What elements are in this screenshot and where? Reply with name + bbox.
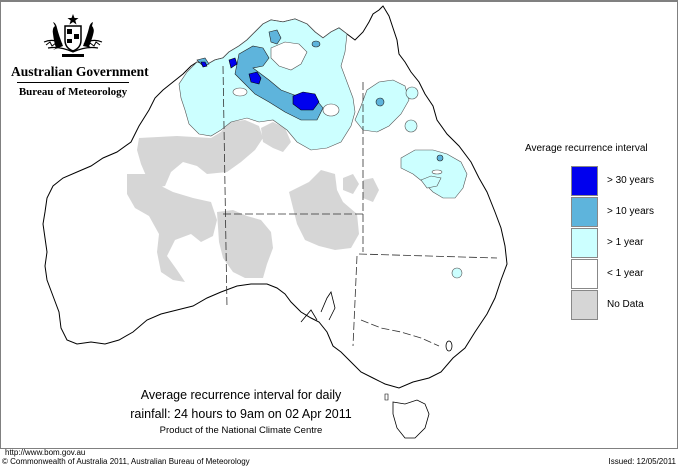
government-name: Australian Government <box>11 64 149 79</box>
copyright-notice: © Commonwealth of Australia 2011, Austra… <box>2 457 250 466</box>
bom-url-link[interactable]: http://www.bom.gov.au <box>5 448 86 457</box>
legend-swatch-over-30-years <box>571 166 598 196</box>
map-title-line-1: Average recurrence interval for daily <box>140 388 342 402</box>
legend-label: > 30 years <box>607 175 654 186</box>
legend-label: < 1 year <box>607 268 644 279</box>
bureau-name: Bureau of Meteorology <box>18 86 128 98</box>
australia-rainfall-map <box>42 5 508 439</box>
king-island <box>384 393 389 401</box>
tasmania <box>392 399 430 439</box>
no-data-regions <box>127 120 379 282</box>
issued-date: Issued: 12/05/2011 <box>608 457 676 466</box>
legend-swatch-no-data <box>571 290 598 320</box>
legend-swatch-over-10-years <box>571 197 598 227</box>
logo-divider <box>17 82 129 83</box>
under-1-year-holes <box>232 41 443 175</box>
coast-details <box>300 291 453 352</box>
legend-label: No Data <box>607 299 644 310</box>
state-borders <box>222 65 498 347</box>
legend-swatch-under-1-year <box>571 259 598 289</box>
over-30-years-regions <box>200 57 320 111</box>
map-title-line-2: rainfall: 24 hours to 9am on 02 Apr 2011 <box>130 407 352 421</box>
bom-logo: Australian Government Bureau of Meteorol… <box>11 12 149 99</box>
legend-title: Average recurrence interval <box>525 143 648 154</box>
map-frame: Australian Government Bureau of Meteorol… <box>0 0 678 457</box>
legend-swatch-over-1-year <box>571 228 598 258</box>
coat-of-arms-icon <box>43 14 103 57</box>
product-credit: Product of the National Climate Centre <box>159 425 323 436</box>
legend-label: > 1 year <box>607 237 644 248</box>
legend-label: > 10 years <box>607 206 654 217</box>
